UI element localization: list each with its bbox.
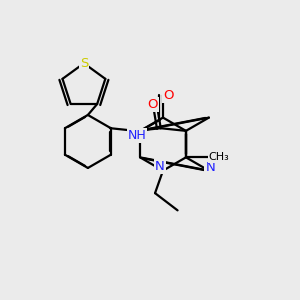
Text: S: S [80, 57, 88, 70]
Text: N: N [206, 161, 215, 174]
Text: O: O [163, 88, 173, 102]
Text: NH: NH [128, 129, 146, 142]
Text: O: O [147, 98, 158, 111]
Text: CH₃: CH₃ [208, 152, 229, 162]
Text: N: N [155, 160, 165, 173]
